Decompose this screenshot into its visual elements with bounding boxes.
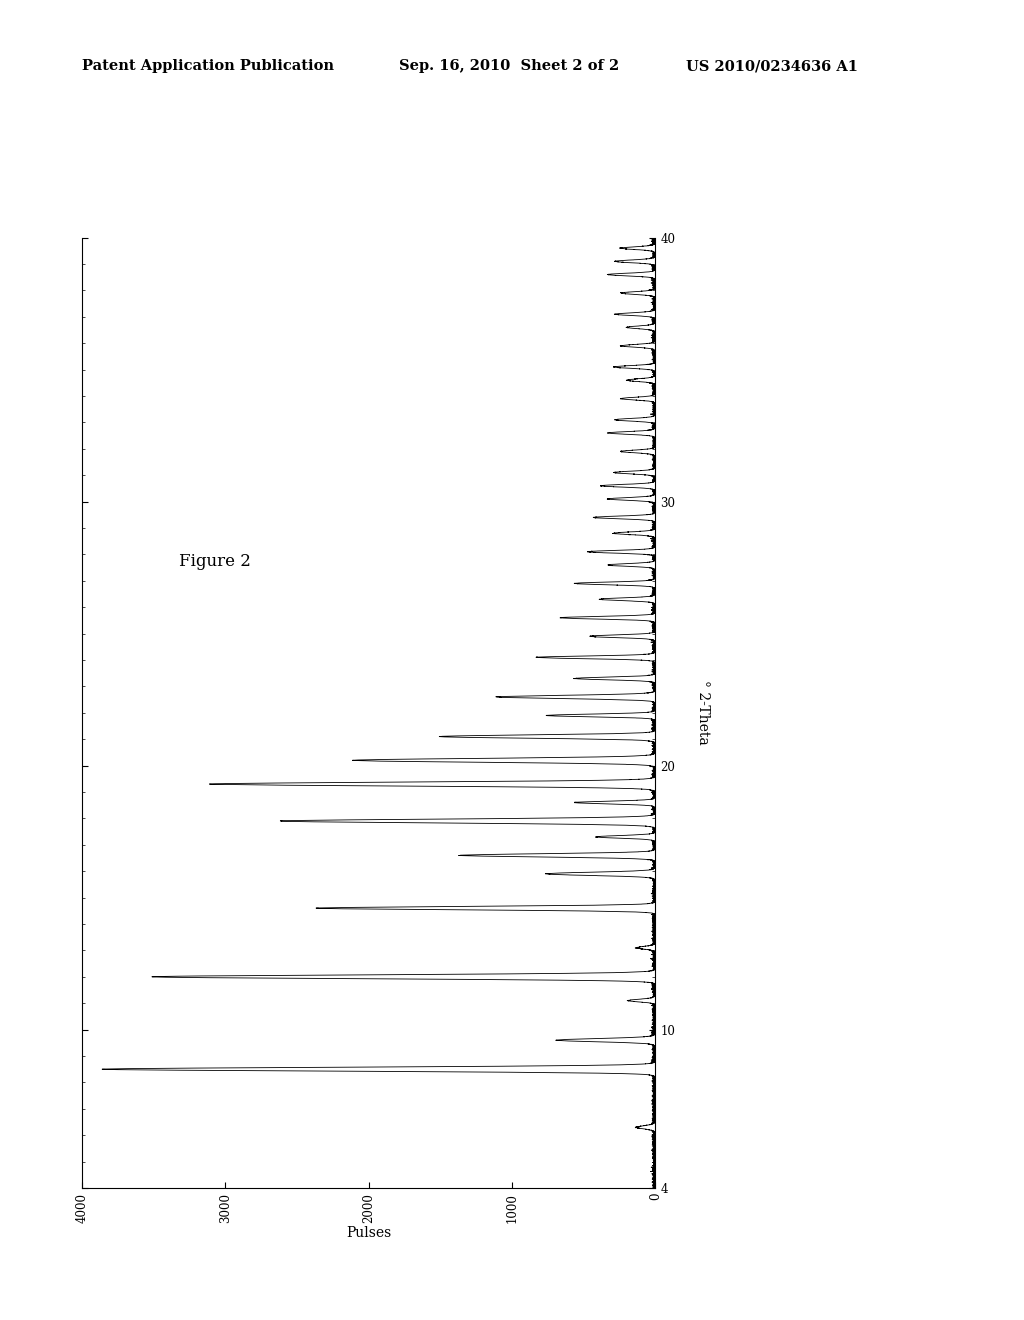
X-axis label: Pulses: Pulses [346,1226,391,1239]
Text: Figure 2: Figure 2 [179,553,251,569]
Text: Patent Application Publication: Patent Application Publication [82,59,334,74]
Y-axis label: ° 2-Theta: ° 2-Theta [696,680,710,746]
Text: Sep. 16, 2010  Sheet 2 of 2: Sep. 16, 2010 Sheet 2 of 2 [399,59,620,74]
Text: US 2010/0234636 A1: US 2010/0234636 A1 [686,59,858,74]
